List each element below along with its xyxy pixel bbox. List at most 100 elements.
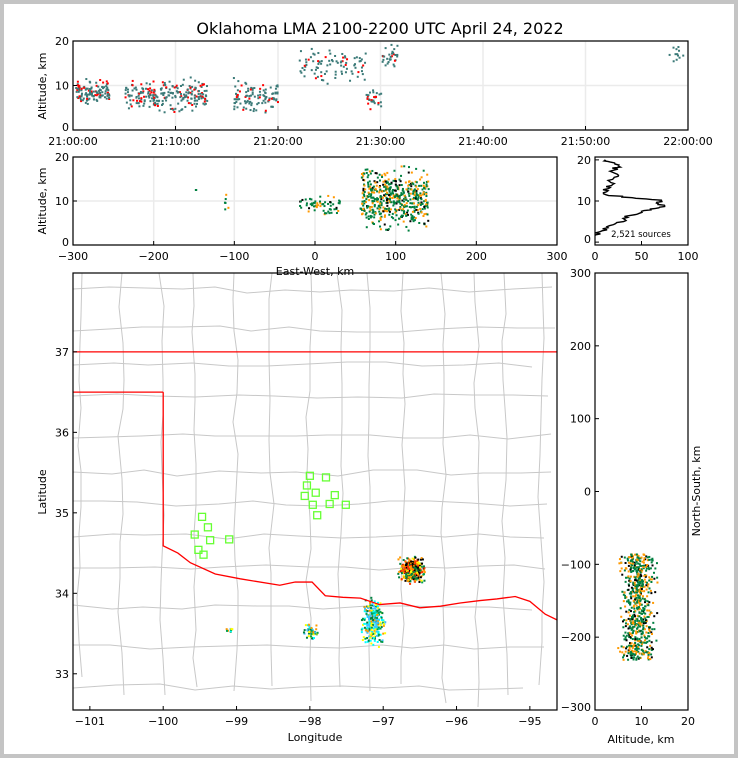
source-point xyxy=(394,179,397,182)
source-point xyxy=(391,188,394,191)
source-point xyxy=(310,69,313,72)
source-point xyxy=(169,107,172,110)
source-point xyxy=(677,46,680,49)
source-point xyxy=(251,87,254,90)
y-tick-label: 300 xyxy=(570,267,591,280)
source-point xyxy=(313,209,316,212)
source-point xyxy=(307,635,310,638)
source-point xyxy=(371,202,374,205)
source-point xyxy=(178,110,181,113)
source-point xyxy=(365,216,368,219)
source-point xyxy=(630,586,633,589)
source-point xyxy=(409,570,412,573)
source-point xyxy=(639,656,642,659)
source-point xyxy=(416,566,419,569)
source-point xyxy=(200,85,203,88)
source-point xyxy=(640,629,643,632)
source-point xyxy=(235,96,238,99)
source-point xyxy=(416,188,419,191)
source-point xyxy=(627,627,630,630)
source-point xyxy=(640,648,643,651)
source-point xyxy=(640,603,643,606)
source-point xyxy=(631,556,634,559)
source-point xyxy=(627,576,630,579)
source-point xyxy=(250,86,253,89)
source-point xyxy=(171,92,174,95)
source-point xyxy=(133,87,136,90)
source-point xyxy=(417,561,420,564)
source-point xyxy=(643,628,646,631)
source-point xyxy=(641,580,644,583)
source-point xyxy=(310,626,313,629)
source-point xyxy=(407,184,410,187)
source-point xyxy=(420,184,423,187)
source-point xyxy=(675,58,678,61)
source-point xyxy=(177,102,180,105)
source-point xyxy=(634,610,637,613)
source-point xyxy=(308,197,311,200)
source-point xyxy=(416,561,419,564)
source-point xyxy=(168,80,171,83)
source-point xyxy=(639,593,642,596)
source-point xyxy=(638,656,641,659)
source-point xyxy=(645,620,648,623)
source-point xyxy=(650,648,653,651)
source-point xyxy=(634,579,637,582)
source-point xyxy=(85,78,88,81)
source-point xyxy=(242,108,245,111)
y-tick-label: 100 xyxy=(570,413,591,426)
source-point xyxy=(150,91,153,94)
source-point xyxy=(640,641,643,644)
source-point xyxy=(251,93,254,96)
y-tick-label: 0 xyxy=(62,121,69,134)
source-point xyxy=(402,220,405,223)
source-point xyxy=(83,86,86,89)
source-point xyxy=(303,75,306,78)
source-point xyxy=(381,174,384,177)
source-point xyxy=(173,86,176,89)
source-point xyxy=(323,212,326,215)
source-point xyxy=(108,98,111,101)
source-point xyxy=(632,583,635,586)
source-point xyxy=(422,191,425,194)
y-axis-label: Altitude, km xyxy=(36,52,49,119)
source-point xyxy=(329,208,332,211)
source-point xyxy=(354,63,357,66)
source-point xyxy=(369,611,372,614)
source-point xyxy=(201,83,204,86)
source-point xyxy=(407,192,410,195)
source-point xyxy=(400,570,403,573)
source-point xyxy=(77,90,80,93)
source-point xyxy=(374,211,377,214)
source-point xyxy=(641,631,644,634)
source-point xyxy=(383,183,386,186)
source-point xyxy=(635,569,638,572)
source-point xyxy=(80,89,83,92)
source-point xyxy=(368,206,371,209)
source-point xyxy=(427,219,430,222)
source-point xyxy=(405,573,408,576)
source-point xyxy=(400,203,403,206)
source-point xyxy=(409,202,412,205)
source-point xyxy=(374,605,377,608)
source-point xyxy=(629,603,632,606)
source-point xyxy=(140,97,143,100)
source-point xyxy=(639,599,642,602)
source-point xyxy=(272,92,275,95)
source-point xyxy=(174,96,177,99)
source-point xyxy=(359,59,362,62)
source-point xyxy=(138,92,141,95)
source-point xyxy=(345,61,348,64)
x-tick-label: 21:40:00 xyxy=(458,135,507,148)
source-point xyxy=(350,70,353,73)
source-point xyxy=(264,92,267,95)
source-point xyxy=(364,61,367,64)
source-point xyxy=(654,567,657,570)
source-point xyxy=(154,94,157,97)
source-point xyxy=(382,624,385,627)
source-point xyxy=(377,627,380,630)
source-point xyxy=(154,101,157,104)
source-point xyxy=(637,572,640,575)
source-point xyxy=(379,200,382,203)
source-point xyxy=(383,172,386,175)
